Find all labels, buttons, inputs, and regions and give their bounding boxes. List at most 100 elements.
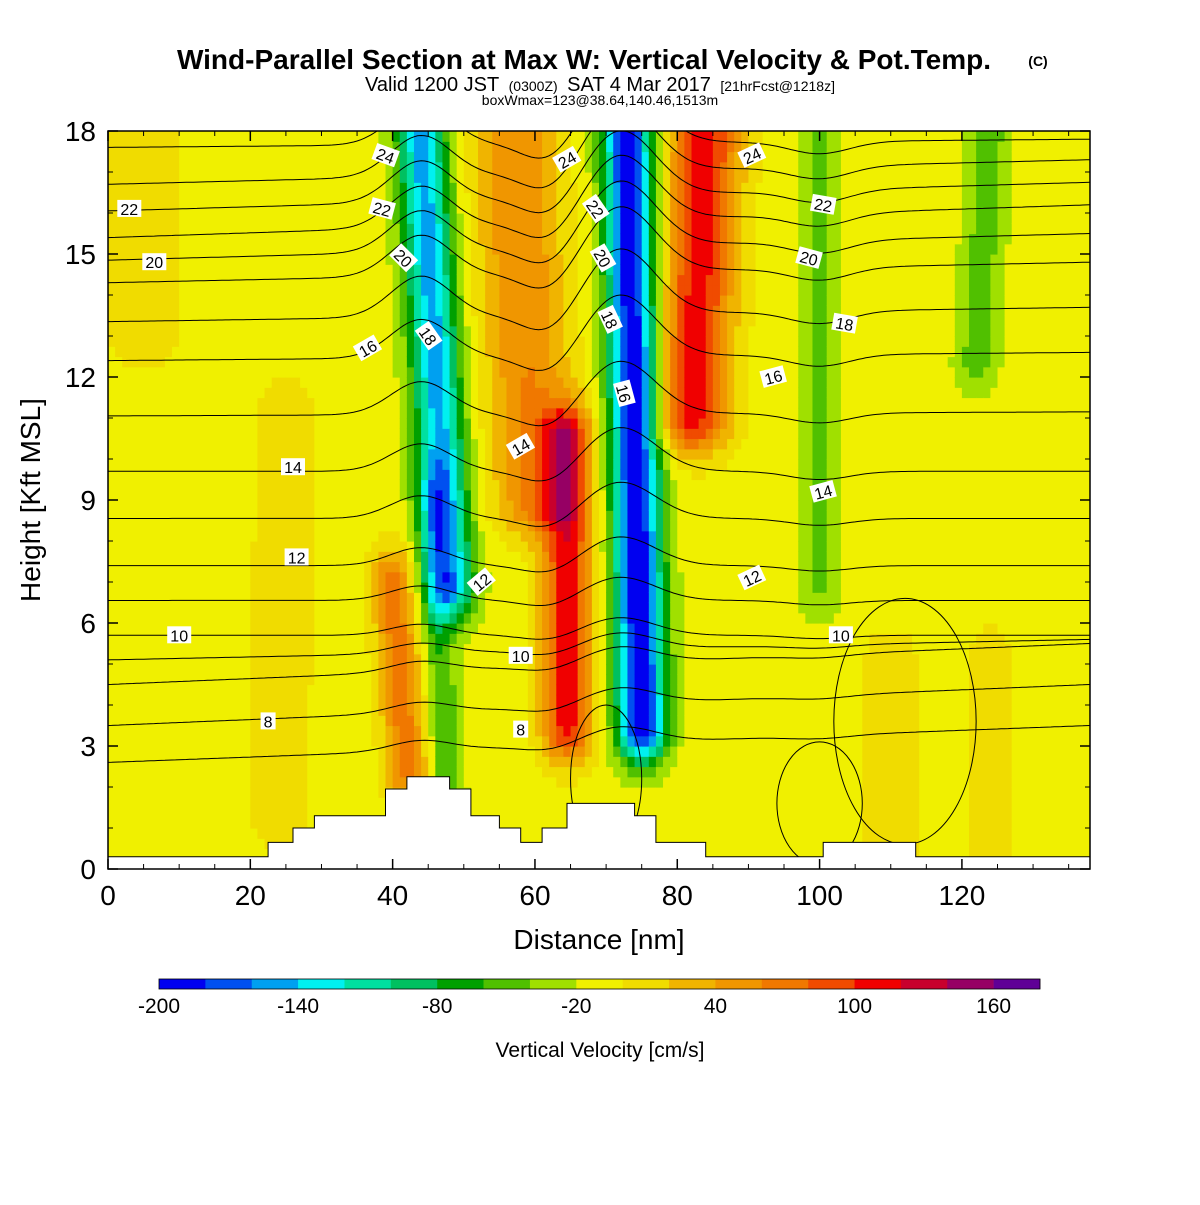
heatmap-cell [143,684,152,696]
heatmap-cell [534,633,543,645]
heatmap-cell [542,274,550,286]
heatmap-cell [172,561,180,573]
heatmap-cell [207,510,216,522]
heatmap-cell [278,489,287,501]
heatmap-cell [129,807,138,819]
heatmap-cell [364,479,372,491]
heatmap-cell [349,653,358,665]
heatmap-cell [577,592,586,604]
heatmap-cell [371,397,380,409]
heatmap-cell [527,551,536,563]
heatmap-cell [157,151,166,163]
heatmap-cell [499,520,508,532]
heatmap-cell [513,254,522,265]
heatmap-cell [463,274,472,286]
heatmap-cell [563,541,572,552]
heatmap-cell [584,264,593,276]
heatmap-cell [293,346,301,358]
heatmap-cell [157,223,166,235]
heatmap-cell [577,797,586,809]
heatmap-cell [542,674,550,686]
heatmap-cell [520,551,529,563]
heatmap-cell [221,254,230,265]
heatmap-cell [371,459,380,470]
heatmap-cell [264,674,273,686]
heatmap-cell [591,715,600,727]
heatmap-cell [193,397,202,409]
heatmap-cell [150,233,159,245]
heatmap-cell [349,582,358,593]
heatmap-cell [342,766,351,778]
heatmap-cell [520,161,529,173]
heatmap-cell [293,664,301,675]
heatmap-cell [221,325,230,337]
heatmap-cell [108,161,116,173]
heatmap-cell [463,530,472,542]
heatmap-cell [364,807,372,819]
heatmap-cell [591,664,600,675]
heatmap-cell [563,274,572,286]
heatmap-cell [556,500,565,511]
heatmap-cell [271,377,280,388]
heatmap-cell [243,715,251,727]
heatmap-cell [200,295,209,306]
heatmap-cell [186,438,194,450]
heatmap-cell [143,694,152,706]
heatmap-cell [293,623,301,634]
heatmap-cell [193,684,202,696]
heatmap-cell [399,561,408,573]
heatmap-cell [157,459,166,470]
heatmap-cell [499,418,508,429]
heatmap-cell [122,510,130,522]
heatmap-cell [421,541,429,552]
heatmap-cell [221,407,230,419]
heatmap-cell [236,295,244,306]
heatmap-cell [371,295,380,306]
heatmap-cell [399,469,408,481]
heatmap-cell [129,325,138,337]
heatmap-cell [399,766,408,778]
heatmap-cell [164,787,173,798]
heatmap-cell [186,500,194,511]
heatmap-cell [513,776,522,788]
heatmap-cell [150,182,159,194]
heatmap-cell [108,151,116,163]
heatmap-cell [300,664,308,675]
heatmap-cell [207,582,216,593]
heatmap-cell [207,848,216,860]
heatmap-cell [328,192,337,204]
heatmap-cell [349,131,358,142]
heatmap-cell [271,653,280,665]
heatmap-cell [542,223,550,235]
heatmap-cell [406,264,415,276]
heatmap-cell [143,151,152,163]
heatmap-cell [207,500,216,511]
heatmap-cell [449,448,458,460]
heatmap-cell [357,776,365,788]
heatmap-cell [278,284,287,296]
heatmap-cell [335,233,344,245]
heatmap-cell [200,223,209,235]
heatmap-cell [492,500,500,511]
heatmap-cell [549,694,557,706]
heatmap-cell [278,664,287,675]
heatmap-cell [570,602,579,614]
heatmap-cell [172,787,180,798]
heatmap-cell [250,305,259,317]
forecast-info: [21hrFcst@1218z] [720,78,835,94]
heatmap-cell [392,274,401,286]
heatmap-cell [527,602,536,614]
heatmap-cell [442,582,451,593]
heatmap-cell [463,223,472,235]
heatmap-cell [300,633,308,645]
heatmap-cell [549,510,557,522]
heatmap-cell [428,653,436,665]
heatmap-cell [392,438,401,450]
heatmap-cell [485,172,493,183]
heatmap-cell [122,489,130,501]
heatmap-cell [193,377,202,388]
heatmap-cell [577,407,586,419]
heatmap-cell [321,438,330,450]
heatmap-cell [257,510,266,522]
heatmap-cell [108,141,116,153]
